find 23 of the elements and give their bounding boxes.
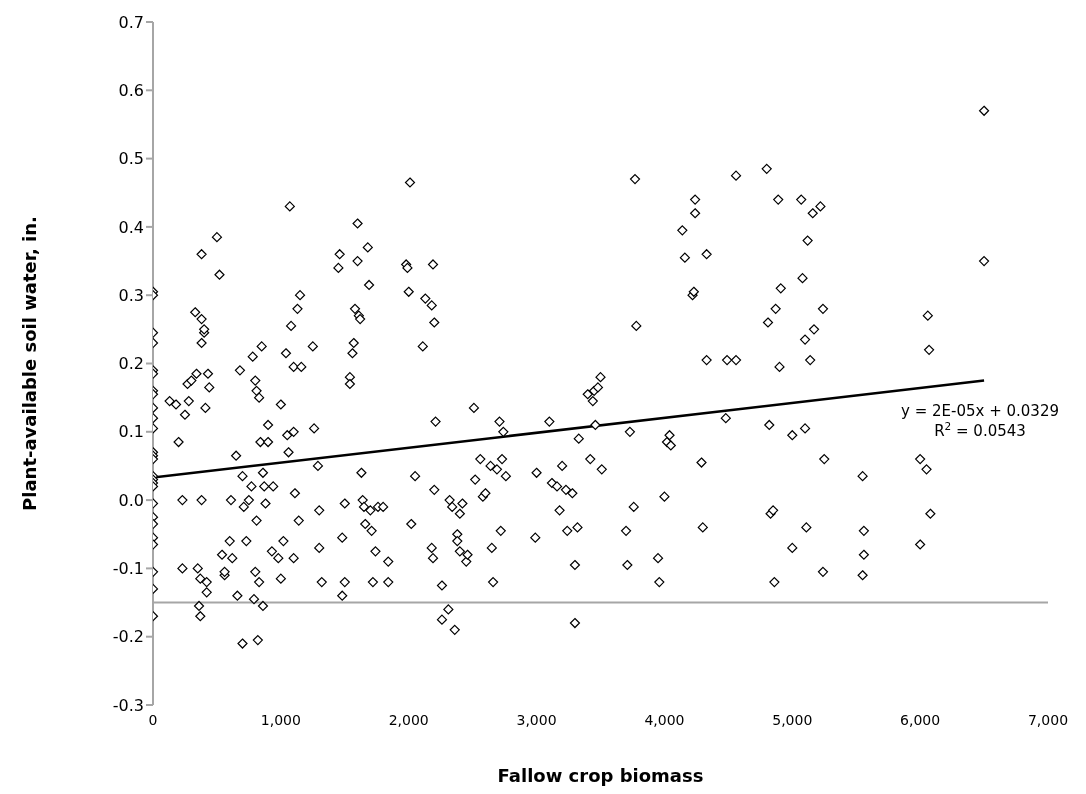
y-tick-label: -0.1 [112, 559, 144, 579]
x-axis-title: Fallow crop biomass [497, 765, 704, 786]
y-tick-label: 0.4 [118, 217, 144, 237]
y-tick-label: 0.6 [118, 80, 144, 100]
y-tick-label: 0.7 [118, 12, 144, 32]
y-tick-label: 0.1 [118, 422, 144, 442]
x-tick-label: 6,000 [900, 711, 941, 728]
y-tick-label: -0.2 [112, 627, 144, 647]
y-tick-label: 0.2 [118, 354, 144, 374]
annotation: R$^{2}$ = 0.0543 [934, 420, 1026, 440]
annotation: y = 2E-05x + 0.0329 [901, 402, 1059, 420]
y-axis-title: Plant-available soil water, in. [19, 216, 41, 511]
x-tick-label: 2,000 [388, 711, 429, 728]
y-tick-label: 0.5 [118, 149, 144, 169]
y-tick-label: -0.3 [112, 695, 144, 715]
y-tick-label: 0.0 [118, 490, 144, 510]
x-tick-label: 3,000 [516, 711, 557, 728]
x-tick-label: 7,000 [1027, 711, 1069, 728]
x-tick-label: 1,000 [260, 711, 301, 728]
x-tick-label: 5,000 [772, 711, 813, 728]
y-tick-label: 0.3 [118, 285, 144, 305]
x-tick-label: 4,000 [644, 711, 685, 728]
x-tick-label: 0 [148, 711, 158, 728]
